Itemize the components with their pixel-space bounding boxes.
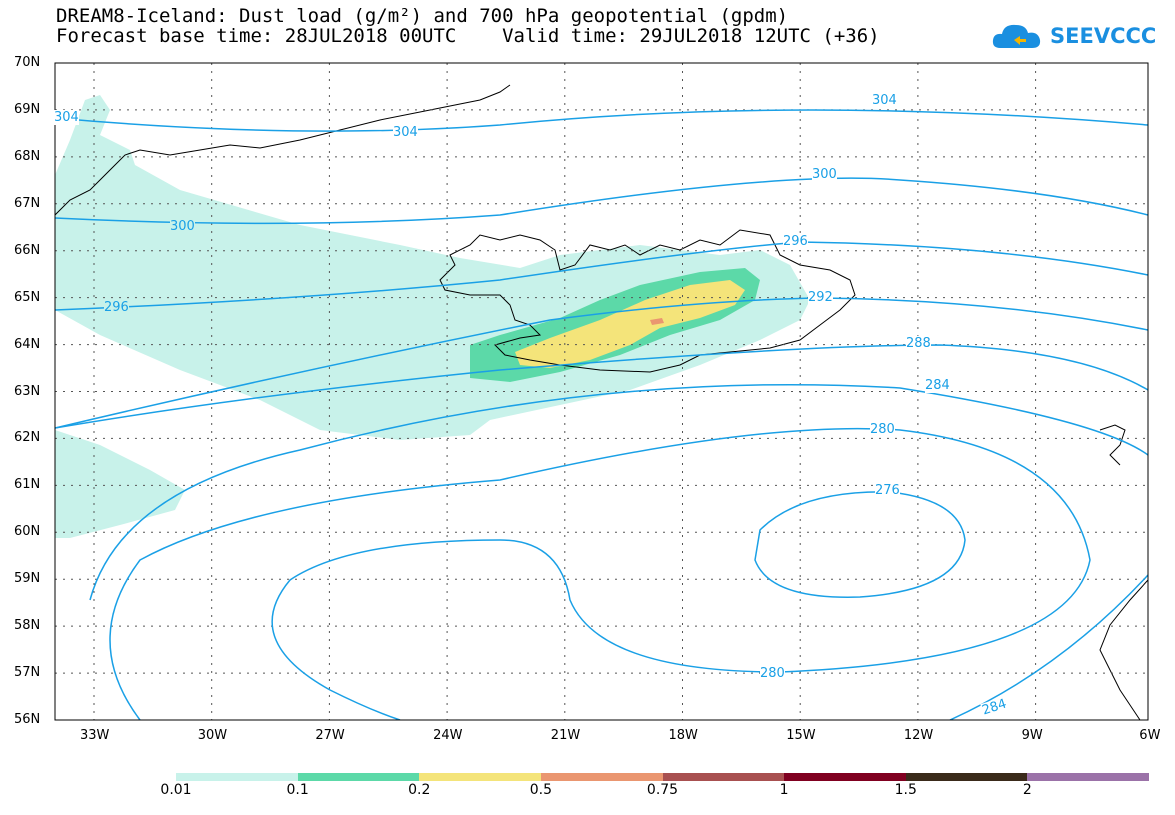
colorbar-segment [784, 773, 906, 781]
contour-label-300: 300 [812, 167, 837, 182]
logo-text: SEEVCCC [1050, 24, 1157, 48]
colorbar-segment [297, 773, 420, 781]
dust-area-light [55, 95, 810, 440]
latitude-label: 61N [14, 477, 41, 493]
latitude-label: 70N [14, 55, 41, 70]
latitude-label: 66N [14, 242, 41, 258]
colorbar-tick-label: 0.01 [160, 782, 192, 798]
latitude-label: 69N [14, 101, 41, 117]
contour-280 [109, 427, 1091, 720]
map-subtitle: Forecast base time: 28JUL2018 00UTC Vali… [56, 25, 880, 47]
contour-label-280: 280 [870, 422, 895, 437]
contour-296 [55, 241, 1148, 311]
longitude-label: 27W [315, 728, 345, 743]
longitude-label: 9W [1021, 728, 1043, 743]
colorbar-segment [1027, 773, 1149, 781]
longitude-label: 6W [1139, 728, 1161, 743]
latitude-label: 65N [14, 289, 41, 305]
colorbar-segment [419, 773, 541, 781]
dust-area-peak [650, 318, 664, 325]
latitude-label: 58N [14, 618, 41, 634]
contour-304 [55, 109, 1148, 132]
longitude-label: 21W [550, 728, 581, 743]
longitude-label: 30W [197, 728, 228, 743]
dust-area-light-west [55, 430, 185, 538]
colorbar-segment [905, 773, 1028, 781]
latitude-label: 63N [14, 383, 41, 399]
longitude-label: 15W [786, 728, 816, 743]
seevccc-logo: SEEVCCC [990, 18, 1170, 58]
colorbar-tick-label: 1.5 [894, 782, 917, 798]
colorbar-tick-label: 0.2 [408, 782, 431, 798]
latitude-label: 64N [14, 336, 41, 352]
colorbar [176, 773, 1149, 781]
colorbar-tick-label: 1 [779, 782, 789, 798]
contour-label-304: 304 [393, 125, 418, 140]
contour-label-292: 292 [808, 290, 833, 305]
map-title: DREAM8-Iceland: Dust load (g/m²) and 700… [56, 5, 789, 27]
contour-label-296: 296 [783, 234, 808, 249]
iceland-coastline [439, 229, 856, 373]
contour-284-south [949, 574, 1148, 720]
contour-300 [55, 177, 1148, 225]
colorbar-segment [662, 773, 785, 781]
colorbar-segment [540, 773, 663, 781]
colorbar-tick-label: 0.75 [646, 782, 679, 798]
contour-292 [55, 297, 1148, 429]
greenland-coastline [55, 84, 511, 216]
latitude-label: 67N [14, 195, 41, 211]
scotland-coastline [1099, 579, 1148, 720]
latitude-label: 56N [14, 712, 41, 727]
contour-label-284: 284 [925, 378, 950, 393]
contour-276 [754, 491, 966, 598]
latitude-label: 57N [14, 665, 41, 681]
contour-label-280: 280 [760, 666, 785, 681]
contour-label-300: 300 [170, 219, 195, 234]
longitude-label: 33W [80, 728, 110, 743]
cloud-icon [992, 24, 1041, 48]
contour-label-304: 304 [54, 110, 79, 125]
colorbar-tick-label: 0.1 [286, 782, 309, 798]
latitude-label: 59N [14, 571, 41, 587]
dust-area-high [515, 280, 745, 368]
latitude-label: 60N [14, 524, 41, 540]
geopotential-contours [55, 109, 1148, 720]
contour-label-288: 288 [906, 336, 931, 351]
colorbar-segment [176, 773, 298, 781]
latitude-label: 68N [14, 148, 41, 164]
contour-label-276: 276 [875, 483, 900, 498]
latitude-label: 62N [14, 430, 41, 446]
colorbar-tick-label: 0.5 [529, 782, 553, 798]
map-frame [54, 62, 1149, 721]
contour-288 [55, 344, 1148, 429]
contour-284 [89, 383, 1148, 601]
faroe-coastline [1099, 424, 1126, 466]
contour-label-304: 304 [872, 93, 897, 108]
contour-label-296: 296 [104, 300, 129, 315]
colorbar-tick-label: 2 [1022, 782, 1032, 798]
longitude-label: 18W [668, 728, 698, 743]
longitude-label: 12W [903, 728, 934, 743]
longitude-label: 24W [433, 728, 463, 743]
